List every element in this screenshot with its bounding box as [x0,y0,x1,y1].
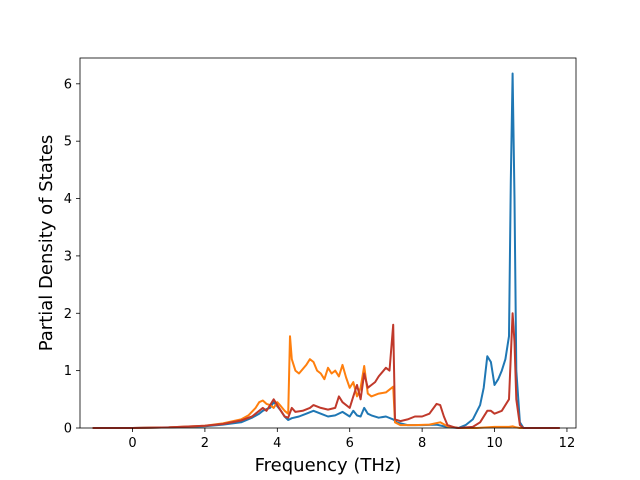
x-tick-label: 8 [418,436,426,451]
x-tick-label: 4 [273,436,281,451]
y-tick-label: 4 [64,192,72,207]
x-tick-label: 6 [346,436,354,451]
series-line-1 [92,72,560,429]
y-tick-label: 3 [64,249,72,264]
y-tick-label: 0 [64,422,72,437]
x-tick-label: 2 [201,436,209,451]
series-line-2 [92,335,560,429]
y-tick-label: 5 [64,135,72,150]
y-axis-ticks: 0 1 2 3 4 5 6 [64,77,80,437]
y-tick-label: 1 [64,364,72,379]
y-tick-label: 6 [64,77,72,92]
plot-frame [79,57,577,429]
series-layer [92,72,560,429]
x-tick-label: 10 [486,436,503,451]
x-axis-label: Frequency (THz) [255,455,402,476]
x-tick-label: 12 [559,436,576,451]
series-line-3 [92,312,560,429]
x-tick-label: 0 [128,436,136,451]
x-axis-ticks: 0 2 4 6 8 10 12 [128,428,575,451]
y-axis-label: Partial Density of States [36,135,57,352]
y-tick-label: 2 [64,307,72,322]
